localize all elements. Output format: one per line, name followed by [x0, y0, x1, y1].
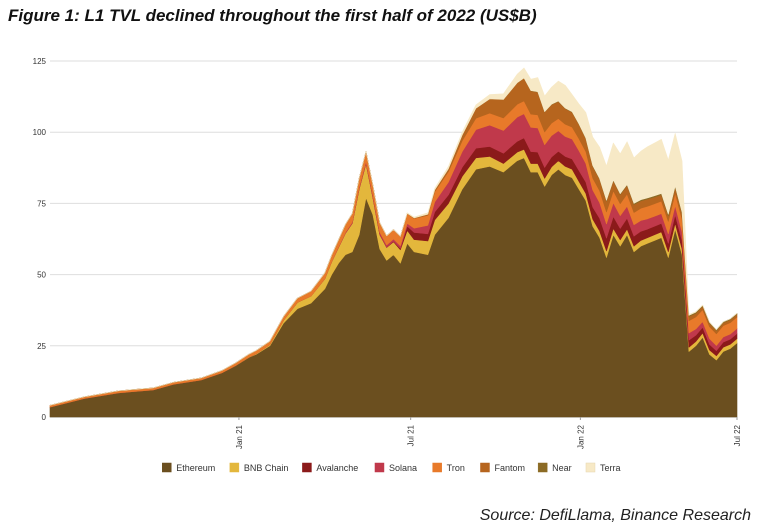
axes: 0 25 50 75 100 125 Jan 21 Jul 21 Jan 22 Jul 22	[33, 57, 742, 449]
x-tick-label-jul-21: Jul 21	[407, 424, 416, 446]
x-tick-label-jul-22: Jul 22	[733, 424, 742, 446]
area-terra	[49, 67, 738, 406]
legend-label-ethereum: Ethereum	[176, 463, 215, 473]
legend-swatch-ethereum	[162, 462, 172, 473]
legend-swatch-terra	[585, 462, 596, 473]
legend: Ethereum BNB Chain Avalanche Solana Tron Fant…	[162, 462, 621, 473]
y-tick-label-100: 100	[33, 128, 47, 137]
legend-label-avalanche: Avalanche	[316, 463, 358, 473]
legend-swatch-avalanche	[302, 462, 312, 473]
source-note: Source: DefiLlama, Binance Research	[479, 507, 751, 524]
x-tick-label-jan-21: Jan 21	[235, 424, 244, 449]
legend-label-bnb-chain: BNB Chain	[244, 463, 289, 473]
legend-swatch-bnb-chain	[229, 462, 240, 473]
legend-swatch-solana	[374, 462, 385, 473]
legend-label-fantom: Fantom	[494, 463, 525, 473]
legend-label-terra: Terra	[600, 463, 621, 473]
y-tick-label-125: 125	[33, 57, 47, 66]
y-tick-label-0: 0	[42, 413, 47, 422]
chart-title: Figure 1: L1 TVL declined throughout the…	[8, 6, 537, 25]
legend-label-solana: Solana	[389, 463, 417, 473]
legend-label-near: Near	[552, 463, 572, 473]
y-tick-label-25: 25	[37, 342, 46, 351]
y-tick-label-75: 75	[37, 199, 46, 208]
legend-label-tron: Tron	[447, 463, 465, 473]
legend-swatch-fantom	[480, 462, 490, 473]
y-tick-label-50: 50	[37, 271, 46, 280]
x-tick-label-jan-22: Jan 22	[576, 424, 585, 449]
legend-swatch-tron	[432, 462, 442, 473]
area-series-group	[49, 67, 738, 418]
legend-swatch-near	[537, 462, 548, 473]
